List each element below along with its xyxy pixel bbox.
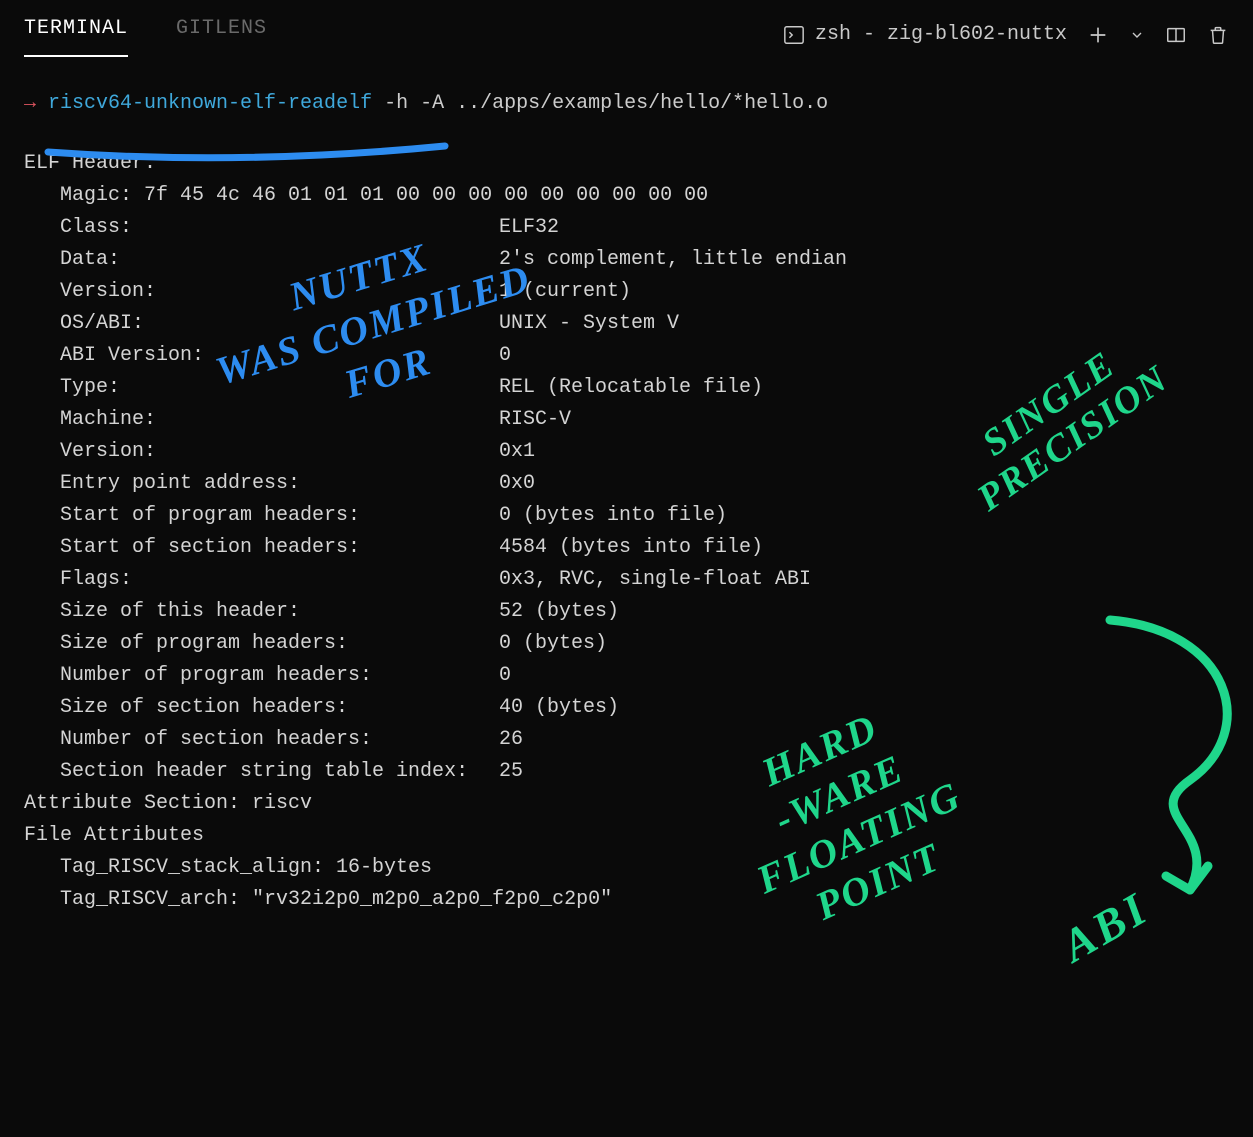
elf-row: OS/ABI:UNIX - System V bbox=[24, 308, 1229, 340]
elf-row-key: Number of program headers: bbox=[24, 660, 499, 692]
file-attributes-title: File Attributes bbox=[24, 820, 1229, 852]
elf-row: Size of this header:52 (bytes) bbox=[24, 596, 1229, 628]
command-line: → riscv64-unknown-elf-readelf -h -A ../a… bbox=[24, 88, 1229, 120]
elf-row-value: REL (Relocatable file) bbox=[499, 372, 1229, 404]
prompt-arrow-icon: → bbox=[24, 88, 36, 120]
elf-row-value: RISC-V bbox=[499, 404, 1229, 436]
shell-label-text: zsh - zig-bl602-nuttx bbox=[815, 19, 1067, 51]
elf-row-value: 0 (bytes into file) bbox=[499, 500, 1229, 532]
elf-row-key: OS/ABI: bbox=[24, 308, 499, 340]
elf-row-key: Flags: bbox=[24, 564, 499, 596]
terminal-output[interactable]: → riscv64-unknown-elf-readelf -h -A ../a… bbox=[0, 58, 1253, 940]
elf-header-rows: Magic: 7f 45 4c 46 01 01 01 00 00 00 00 … bbox=[24, 180, 1229, 788]
elf-row: Version:0x1 bbox=[24, 436, 1229, 468]
elf-row-value: UNIX - System V bbox=[499, 308, 1229, 340]
elf-row-value: 52 (bytes) bbox=[499, 596, 1229, 628]
terminal-box-icon bbox=[783, 24, 805, 46]
elf-row: Size of section headers:40 (bytes) bbox=[24, 692, 1229, 724]
panel-tabs: TERMINAL GITLENS bbox=[24, 13, 267, 57]
elf-row-value: 26 bbox=[499, 724, 1229, 756]
elf-row-key: Version: bbox=[24, 436, 499, 468]
elf-row: ABI Version:0 bbox=[24, 340, 1229, 372]
elf-row-value: ELF32 bbox=[499, 212, 1229, 244]
elf-row-key: Data: bbox=[24, 244, 499, 276]
elf-row-value: 40 (bytes) bbox=[499, 692, 1229, 724]
elf-row: Start of program headers:0 (bytes into f… bbox=[24, 500, 1229, 532]
elf-row-value: 1 (current) bbox=[499, 276, 1229, 308]
tab-gitlens[interactable]: GITLENS bbox=[176, 13, 267, 57]
elf-row-value: 0x0 bbox=[499, 468, 1229, 500]
elf-row-key: Class: bbox=[24, 212, 499, 244]
chevron-down-icon[interactable] bbox=[1129, 27, 1145, 43]
file-attribute: Tag_RISCV_arch: "rv32i2p0_m2p0_a2p0_f2p0… bbox=[24, 884, 1229, 916]
elf-row-value: 2's complement, little endian bbox=[499, 244, 1229, 276]
elf-row-key: Type: bbox=[24, 372, 499, 404]
elf-row: Version:1 (current) bbox=[24, 276, 1229, 308]
elf-row-key: Start of section headers: bbox=[24, 532, 499, 564]
attribute-section: Attribute Section: riscv bbox=[24, 788, 1229, 820]
elf-row: Number of program headers:0 bbox=[24, 660, 1229, 692]
elf-row: Flags:0x3, RVC, single-float ABI bbox=[24, 564, 1229, 596]
file-attribute: Tag_RISCV_stack_align: 16-bytes bbox=[24, 852, 1229, 884]
elf-row-key: Size of this header: bbox=[24, 596, 499, 628]
elf-row: Start of section headers:4584 (bytes int… bbox=[24, 532, 1229, 564]
elf-row-key: Entry point address: bbox=[24, 468, 499, 500]
elf-row-key: Size of program headers: bbox=[24, 628, 499, 660]
elf-row-inline: Magic: 7f 45 4c 46 01 01 01 00 00 00 00 … bbox=[24, 180, 708, 212]
elf-row: Type:REL (Relocatable file) bbox=[24, 372, 1229, 404]
command-text: riscv64-unknown-elf-readelf -h -A ../app… bbox=[48, 88, 828, 120]
elf-row: Data:2's complement, little endian bbox=[24, 244, 1229, 276]
trash-icon[interactable] bbox=[1207, 24, 1229, 46]
elf-row-value: 0x3, RVC, single-float ABI bbox=[499, 564, 1229, 596]
tab-terminal[interactable]: TERMINAL bbox=[24, 13, 128, 57]
elf-row-key: Start of program headers: bbox=[24, 500, 499, 532]
new-terminal-plus-icon[interactable] bbox=[1087, 24, 1109, 46]
terminal-controls: zsh - zig-bl602-nuttx bbox=[783, 19, 1229, 51]
elf-row-key: Size of section headers: bbox=[24, 692, 499, 724]
elf-row-key: Machine: bbox=[24, 404, 499, 436]
elf-row-key: ABI Version: bbox=[24, 340, 499, 372]
elf-row-value: 25 bbox=[499, 756, 1229, 788]
elf-row: Number of section headers:26 bbox=[24, 724, 1229, 756]
elf-row-value: 0 (bytes) bbox=[499, 628, 1229, 660]
split-terminal-icon[interactable] bbox=[1165, 24, 1187, 46]
elf-header-title: ELF Header: bbox=[24, 148, 1229, 180]
elf-row-value: 0 bbox=[499, 340, 1229, 372]
elf-row: Size of program headers:0 (bytes) bbox=[24, 628, 1229, 660]
elf-row-key: Section header string table index: bbox=[24, 756, 499, 788]
elf-row-value: 4584 (bytes into file) bbox=[499, 532, 1229, 564]
elf-row: Entry point address:0x0 bbox=[24, 468, 1229, 500]
shell-selector[interactable]: zsh - zig-bl602-nuttx bbox=[783, 19, 1067, 51]
elf-row: Section header string table index:25 bbox=[24, 756, 1229, 788]
command-args: -h -A ../apps/examples/hello/*hello.o bbox=[372, 92, 828, 115]
titlebar: TERMINAL GITLENS zsh - zig-bl602-nuttx bbox=[0, 0, 1253, 58]
elf-row-key: Version: bbox=[24, 276, 499, 308]
elf-row-value: 0 bbox=[499, 660, 1229, 692]
elf-row: Class:ELF32 bbox=[24, 212, 1229, 244]
command-name: riscv64-unknown-elf-readelf bbox=[48, 92, 372, 115]
elf-row: Magic: 7f 45 4c 46 01 01 01 00 00 00 00 … bbox=[24, 180, 1229, 212]
elf-row-key: Number of section headers: bbox=[24, 724, 499, 756]
elf-row: Machine:RISC-V bbox=[24, 404, 1229, 436]
elf-row-value: 0x1 bbox=[499, 436, 1229, 468]
file-attributes-list: Tag_RISCV_stack_align: 16-bytesTag_RISCV… bbox=[24, 852, 1229, 916]
